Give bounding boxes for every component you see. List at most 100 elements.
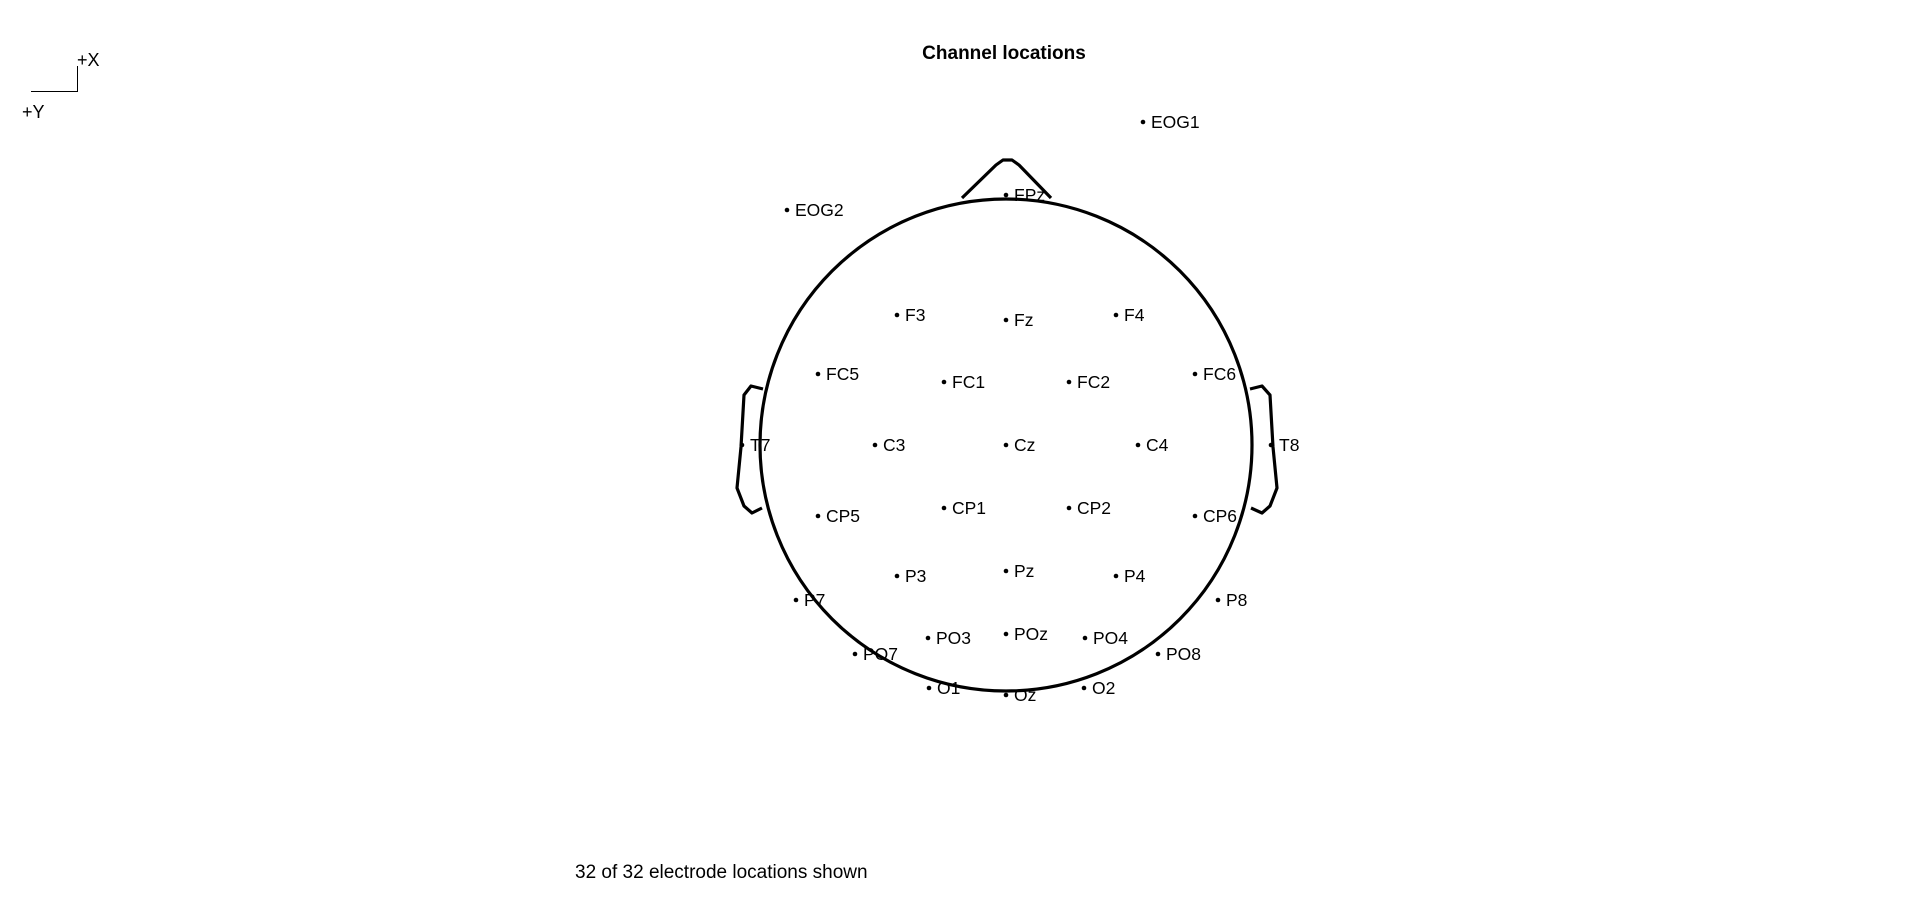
electrode-marker (1113, 573, 1119, 579)
axis-label-y: +Y (22, 102, 45, 122)
head-outline (758, 197, 1254, 693)
electrode-label: FC1 (952, 372, 985, 392)
electrode-label: Fz (1014, 310, 1033, 330)
electrode-marker (1268, 442, 1274, 448)
electrode-cp2: CP2 (1066, 498, 1111, 518)
axis-orientation-legend: +X +Y (18, 48, 108, 123)
electrode-label: PO4 (1093, 628, 1128, 648)
electrode-marker (872, 442, 878, 448)
electrode-p4: P4 (1113, 566, 1146, 586)
electrode-marker (1003, 192, 1009, 198)
electrode-oz: Oz (1003, 685, 1036, 705)
electrode-c4: C4 (1135, 435, 1169, 455)
electrode-marker (784, 207, 790, 213)
electrode-label: T7 (750, 435, 770, 455)
electrode-cp6: CP6 (1192, 506, 1237, 526)
electrode-p3: P3 (894, 566, 926, 586)
electrode-label: F4 (1124, 305, 1145, 325)
electrode-cz: Cz (1003, 435, 1035, 455)
electrode-marker (1082, 635, 1088, 641)
electrode-po4: PO4 (1082, 628, 1128, 648)
electrode-marker (815, 513, 821, 519)
electrode-label: Pz (1014, 561, 1034, 581)
electrode-marker (815, 371, 821, 377)
electrode-label: PO3 (936, 628, 971, 648)
electrode-marker (739, 442, 745, 448)
electrode-po8: PO8 (1155, 644, 1201, 664)
electrode-label: PO8 (1166, 644, 1201, 664)
electrode-marker (1135, 442, 1141, 448)
right-ear-outline (1249, 384, 1279, 515)
electrode-f4: F4 (1113, 305, 1145, 325)
electrode-label: O2 (1092, 678, 1115, 698)
electrode-fc6: FC6 (1192, 364, 1236, 384)
electrode-marker (1003, 568, 1009, 574)
electrode-label: POz (1014, 624, 1048, 644)
electrode-eog2: EOG2 (784, 200, 844, 220)
electrode-marker (1215, 597, 1221, 603)
electrode-label: FC6 (1203, 364, 1236, 384)
electrode-label: P4 (1124, 566, 1146, 586)
electrode-marker (894, 312, 900, 318)
electrode-marker (1192, 513, 1198, 519)
electrode-label: FC5 (826, 364, 859, 384)
electrode-marker (1003, 692, 1009, 698)
electrode-marker (1113, 312, 1119, 318)
electrode-t8: T8 (1268, 435, 1299, 455)
electrode-eog1: EOG1 (1140, 112, 1200, 132)
electrode-label: FC2 (1077, 372, 1110, 392)
electrode-label: C4 (1146, 435, 1169, 455)
electrode-label: FPz (1014, 185, 1045, 205)
electrode-marker (1140, 119, 1146, 125)
electrode-label: T8 (1279, 435, 1299, 455)
electrode-marker (941, 379, 947, 385)
electrode-count-status: 32 of 32 electrode locations shown (575, 862, 868, 883)
electrode-marker (1003, 442, 1009, 448)
electrode-label: P7 (804, 590, 825, 610)
electrode-fz: Fz (1003, 310, 1033, 330)
nose-outline (960, 158, 1053, 200)
electrode-label: Oz (1014, 685, 1036, 705)
electrode-label: P3 (905, 566, 926, 586)
electrode-fc2: FC2 (1066, 372, 1110, 392)
electrode-marker (1066, 505, 1072, 511)
electrode-o1: O1 (926, 678, 960, 698)
electrode-fpz: FPz (1003, 185, 1045, 205)
electrode-poz: POz (1003, 624, 1048, 644)
electrode-label: O1 (937, 678, 960, 698)
electrode-p8: P8 (1215, 590, 1247, 610)
electrode-po3: PO3 (925, 628, 971, 648)
axis-label-x: +X (77, 50, 100, 70)
electrode-marker (941, 505, 947, 511)
electrode-marker (894, 573, 900, 579)
electrode-marker (793, 597, 799, 603)
axis-line-x (77, 66, 78, 92)
electrode-marker (1003, 631, 1009, 637)
electrode-label: CP2 (1077, 498, 1111, 518)
electrode-marker (1081, 685, 1087, 691)
left-ear-outline (735, 384, 764, 515)
electrode-marker (1192, 371, 1198, 377)
figure-title: Channel locations (922, 43, 1086, 64)
electrode-marker (926, 685, 932, 691)
electrode-label: F3 (905, 305, 925, 325)
electrode-f3: F3 (894, 305, 925, 325)
electrode-label: CP5 (826, 506, 860, 526)
electrode-label: EOG2 (795, 200, 844, 220)
electrode-label: CP1 (952, 498, 986, 518)
electrode-cp5: CP5 (815, 506, 860, 526)
electrode-label: PO7 (863, 644, 898, 664)
electrode-t7: T7 (739, 435, 770, 455)
electrode-cp1: CP1 (941, 498, 986, 518)
electrode-p7: P7 (793, 590, 825, 610)
electrode-label: C3 (883, 435, 905, 455)
electrode-c3: C3 (872, 435, 905, 455)
electrode-marker (1003, 317, 1009, 323)
electrode-label: Cz (1014, 435, 1035, 455)
electrode-po7: PO7 (852, 644, 898, 664)
electrode-marker (852, 651, 858, 657)
electrode-o2: O2 (1081, 678, 1115, 698)
electrode-label: EOG1 (1151, 112, 1200, 132)
